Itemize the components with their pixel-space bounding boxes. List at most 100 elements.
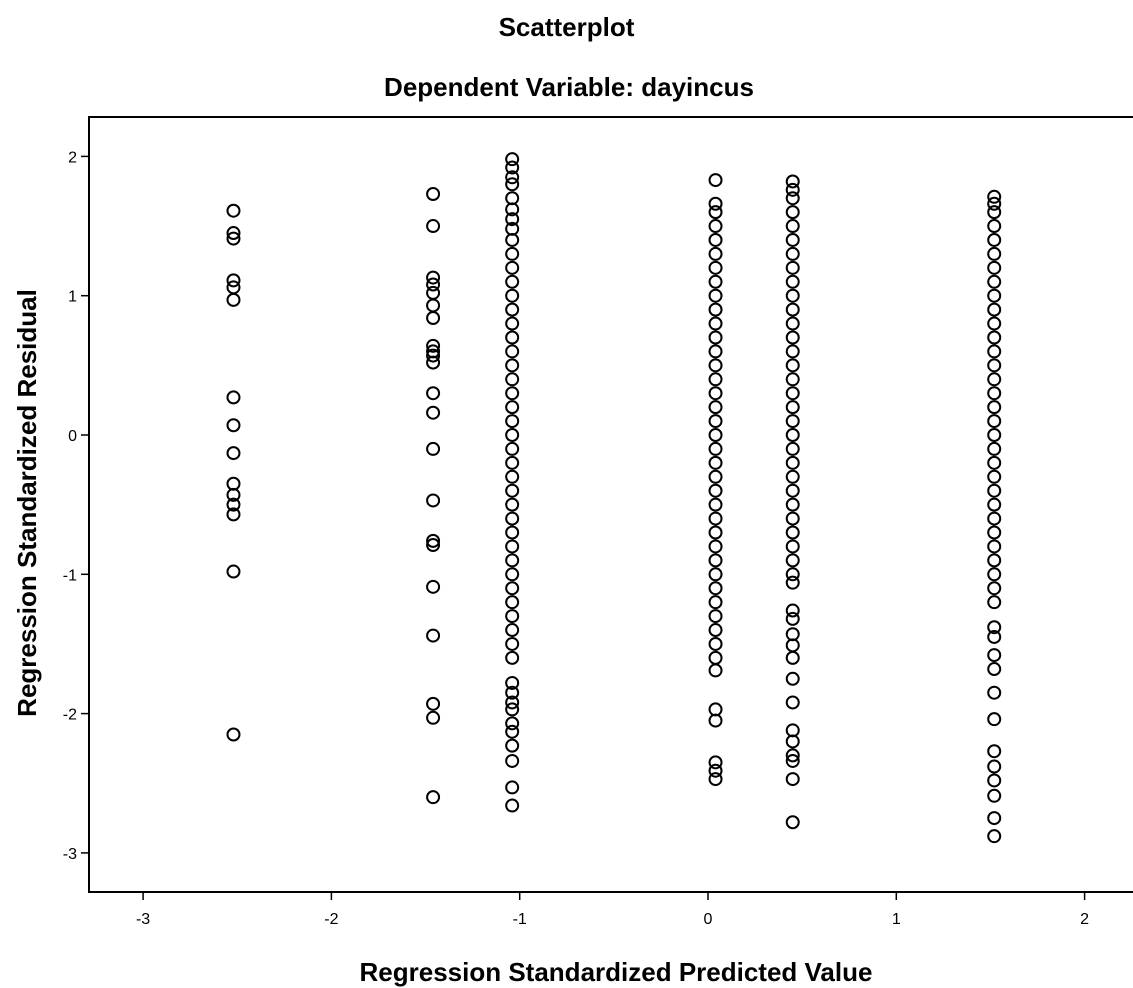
data-point bbox=[505, 288, 520, 303]
x-tick-label: -1 bbox=[513, 911, 527, 928]
data-point bbox=[708, 344, 723, 359]
data-point bbox=[226, 203, 241, 218]
data-point bbox=[505, 497, 520, 512]
data-point bbox=[505, 650, 520, 665]
data-point bbox=[987, 205, 1002, 220]
data-point bbox=[505, 441, 520, 456]
data-point bbox=[505, 302, 520, 317]
data-point bbox=[426, 338, 441, 353]
data-point bbox=[987, 483, 1002, 498]
data-point bbox=[785, 246, 800, 261]
data-point bbox=[505, 539, 520, 554]
x-tick-label: -3 bbox=[136, 911, 150, 928]
data-point bbox=[785, 748, 800, 763]
data-point bbox=[708, 623, 723, 638]
data-point bbox=[987, 288, 1002, 303]
data-point bbox=[505, 177, 520, 192]
data-point bbox=[708, 288, 723, 303]
data-point bbox=[785, 567, 800, 582]
data-point bbox=[505, 428, 520, 442]
data-point bbox=[987, 232, 1002, 247]
data-point bbox=[426, 277, 441, 292]
data-point bbox=[987, 246, 1002, 261]
data-point bbox=[426, 493, 441, 508]
data-point bbox=[708, 205, 723, 220]
data-point bbox=[708, 636, 723, 651]
data-point bbox=[987, 316, 1002, 331]
data-point bbox=[226, 564, 241, 579]
data-point bbox=[708, 650, 723, 665]
data-point bbox=[708, 358, 723, 373]
data-point bbox=[785, 428, 800, 442]
data-point bbox=[426, 790, 441, 805]
data-point bbox=[785, 205, 800, 220]
data-point bbox=[505, 483, 520, 498]
data-point bbox=[708, 232, 723, 247]
data-point bbox=[226, 487, 241, 502]
data-point bbox=[785, 174, 800, 189]
data-point bbox=[987, 581, 1002, 596]
data-point bbox=[426, 538, 441, 553]
data-point bbox=[505, 212, 520, 227]
data-point bbox=[426, 187, 441, 202]
data-point bbox=[505, 609, 520, 624]
data-point bbox=[226, 292, 241, 307]
data-point bbox=[785, 274, 800, 289]
data-points bbox=[226, 152, 1002, 844]
data-point bbox=[505, 246, 520, 261]
data-point bbox=[987, 629, 1002, 644]
data-point bbox=[785, 650, 800, 665]
data-point bbox=[708, 173, 723, 188]
data-point bbox=[505, 798, 520, 813]
data-point bbox=[785, 483, 800, 498]
data-point bbox=[505, 358, 520, 373]
data-point bbox=[505, 455, 520, 470]
data-point bbox=[505, 636, 520, 651]
data-point bbox=[426, 219, 441, 234]
data-point bbox=[505, 685, 520, 700]
data-point bbox=[505, 695, 520, 710]
chart-title: Scatterplot bbox=[498, 12, 635, 42]
data-point bbox=[226, 497, 241, 512]
data-point bbox=[505, 414, 520, 429]
data-point bbox=[426, 405, 441, 420]
data-point bbox=[987, 330, 1002, 345]
y-axis-label: Regression Standardized Residual bbox=[12, 289, 42, 717]
data-point bbox=[708, 386, 723, 401]
data-point bbox=[505, 716, 520, 731]
data-point bbox=[785, 288, 800, 303]
data-point bbox=[785, 316, 800, 331]
data-point bbox=[987, 455, 1002, 470]
data-point bbox=[987, 744, 1002, 759]
x-axis: -3 -2 -1 0 1 2 bbox=[136, 892, 1089, 928]
data-point bbox=[505, 581, 520, 596]
data-point bbox=[708, 372, 723, 387]
data-point bbox=[785, 539, 800, 554]
y-tick-label: -2 bbox=[63, 707, 77, 724]
data-point bbox=[987, 260, 1002, 275]
y-tick-label: 2 bbox=[68, 149, 77, 166]
data-point bbox=[987, 372, 1002, 387]
data-point bbox=[785, 497, 800, 512]
data-point bbox=[708, 246, 723, 261]
data-point bbox=[505, 372, 520, 387]
data-point bbox=[505, 738, 520, 753]
data-point bbox=[987, 788, 1002, 803]
data-point bbox=[785, 525, 800, 540]
data-point bbox=[987, 553, 1002, 568]
data-point bbox=[785, 815, 800, 830]
data-point bbox=[505, 260, 520, 275]
data-point bbox=[987, 400, 1002, 415]
data-point bbox=[505, 344, 520, 359]
data-point bbox=[987, 648, 1002, 663]
data-point bbox=[505, 469, 520, 484]
data-point bbox=[987, 620, 1002, 635]
chart-subtitle: Dependent Variable: dayincus bbox=[384, 72, 754, 102]
data-point bbox=[708, 525, 723, 540]
data-point bbox=[708, 260, 723, 275]
data-point bbox=[785, 603, 800, 618]
data-point bbox=[987, 302, 1002, 317]
data-point bbox=[505, 780, 520, 795]
data-point bbox=[505, 170, 520, 185]
